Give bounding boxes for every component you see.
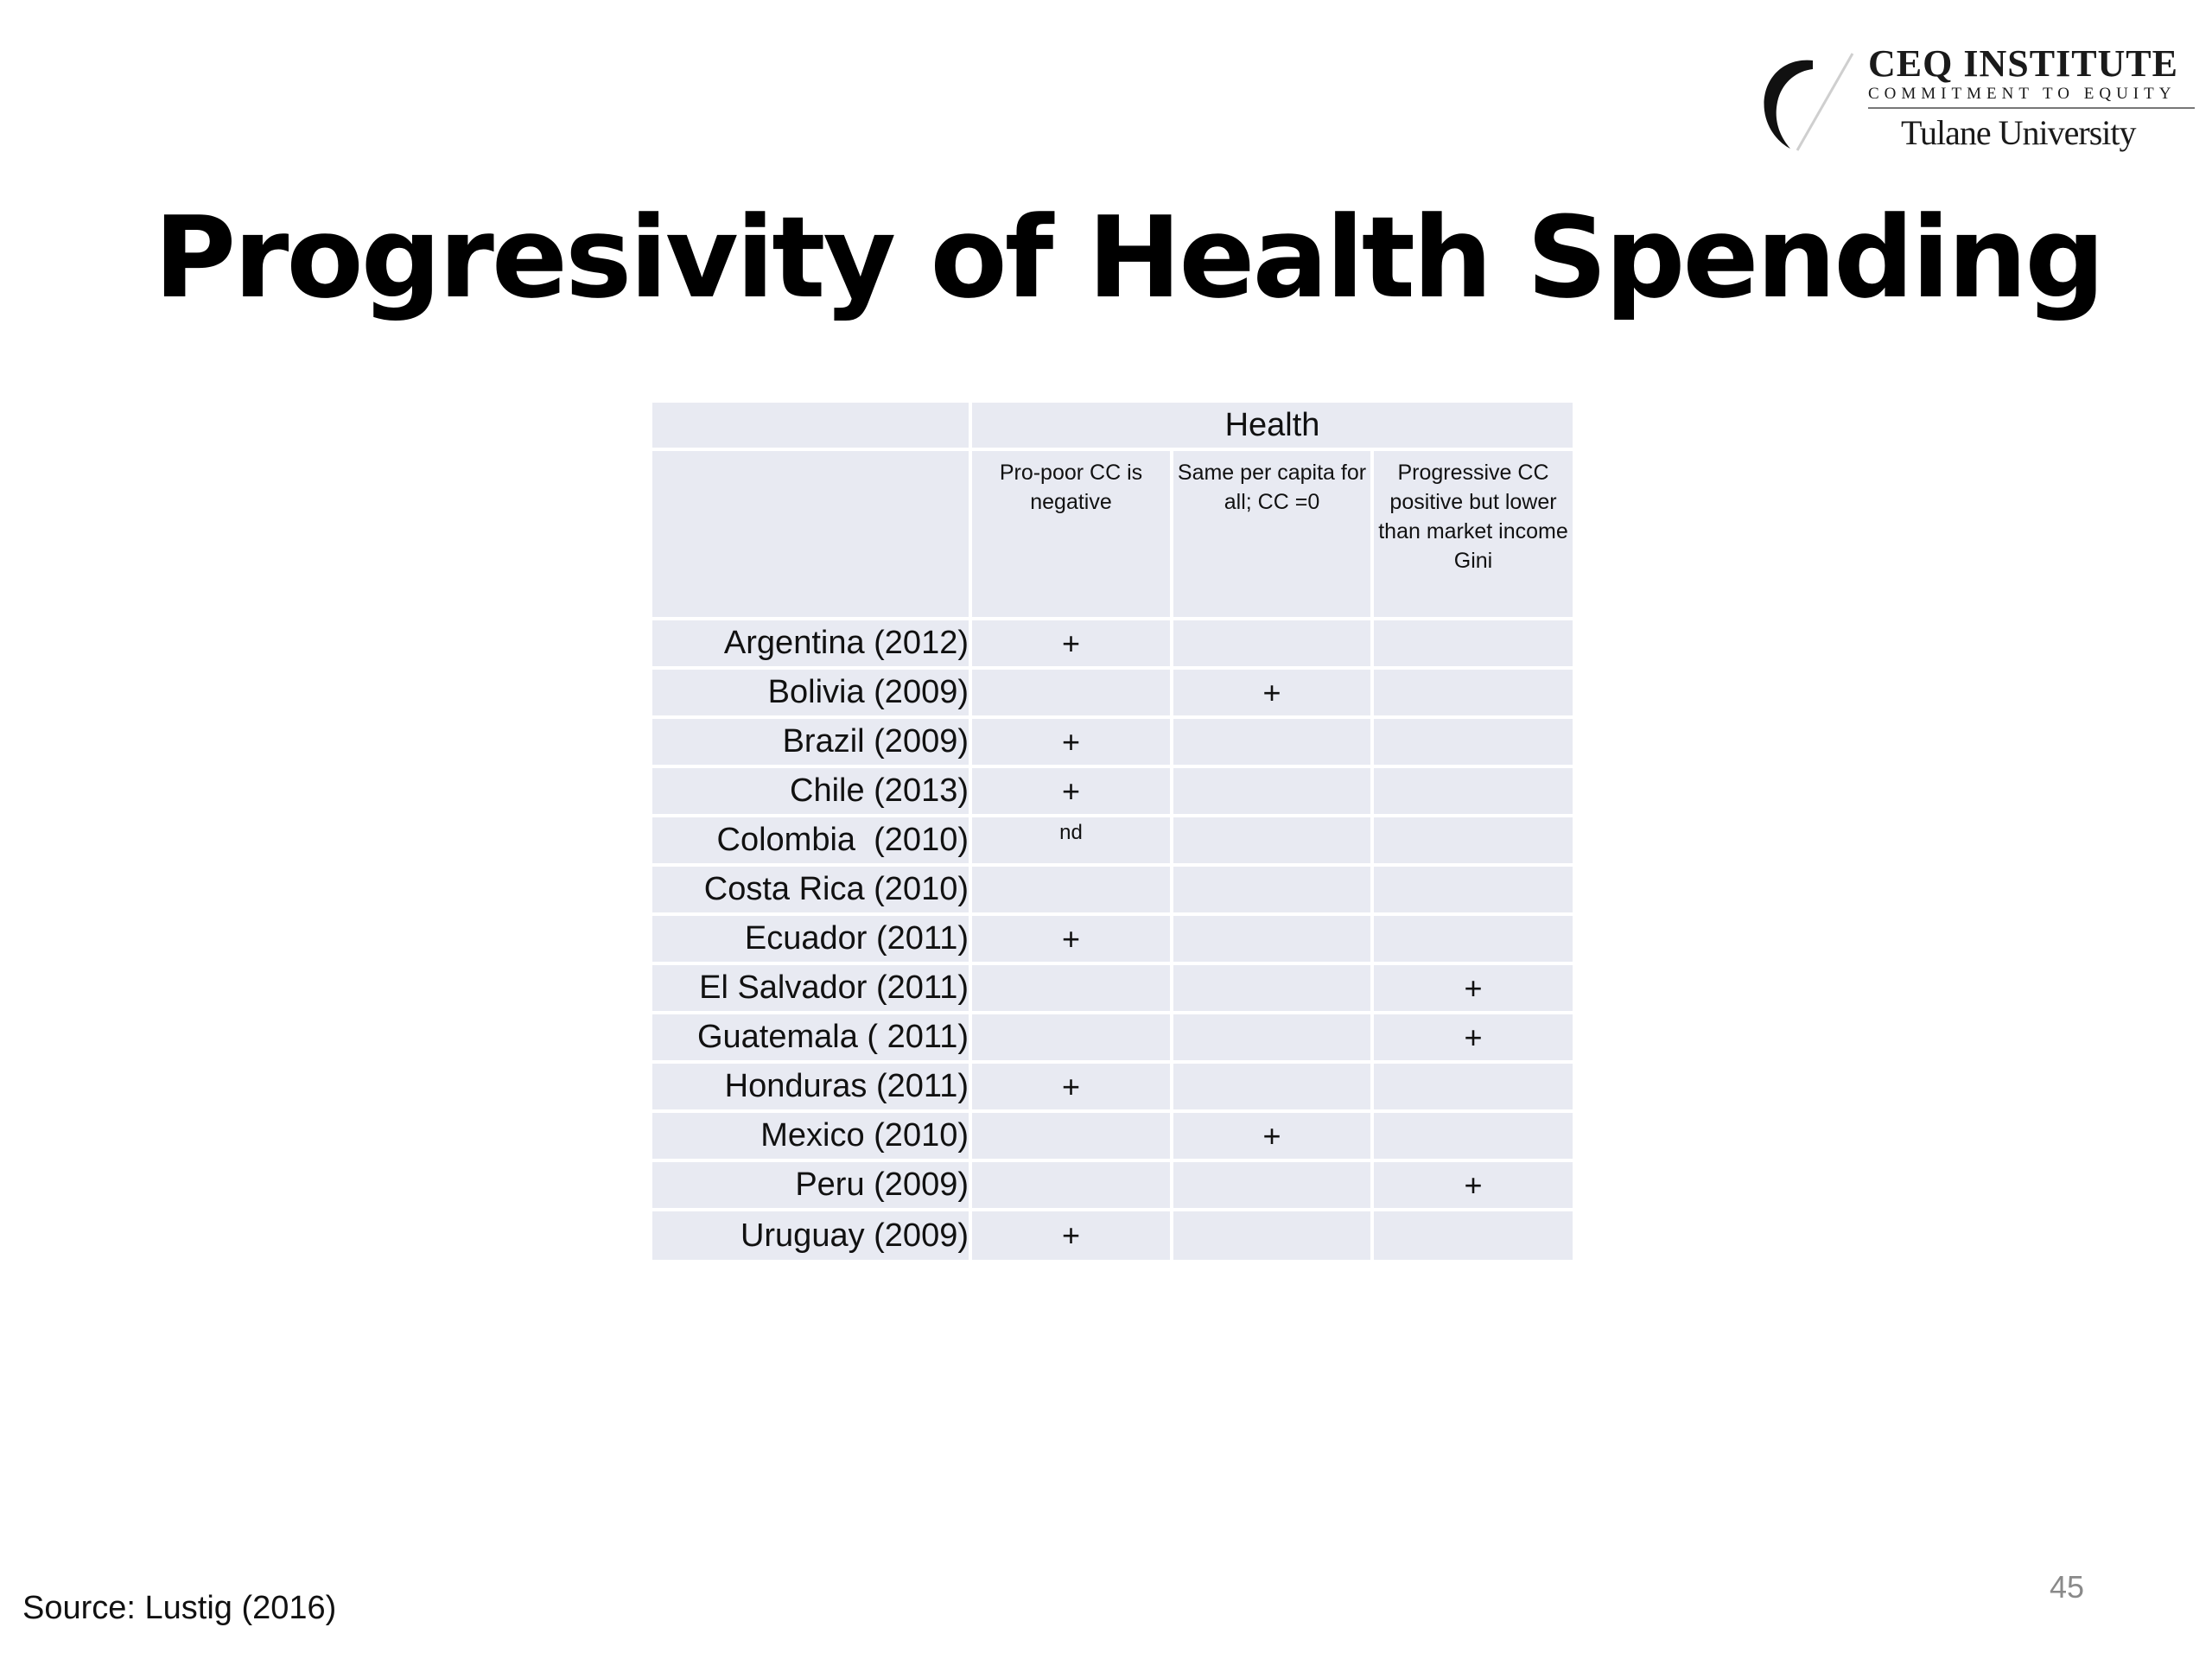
table-cell-c2 <box>1173 768 1374 817</box>
table-corner-cell <box>652 451 972 620</box>
country-label: Bolivia (2009) <box>652 670 972 719</box>
country-label: Brazil (2009) <box>652 719 972 768</box>
table-cell-c3 <box>1374 867 1573 916</box>
table-cell-c3 <box>1374 768 1573 817</box>
table-cell-c3: + <box>1374 965 1573 1014</box>
country-label: Guatemala ( 2011) <box>652 1014 972 1064</box>
table-row: Ecuador (2011) + <box>652 916 1573 965</box>
slide-title: Progresivity of Health Spending <box>154 192 2105 323</box>
health-group-header: Health <box>972 403 1573 451</box>
table-row: Argentina (2012) + <box>652 620 1573 670</box>
ceq-logo-mark-icon <box>1764 53 1854 151</box>
country-label: Costa Rica (2010) <box>652 867 972 916</box>
table-cell-c3 <box>1374 620 1573 670</box>
table-cell-c2: + <box>1173 670 1374 719</box>
health-table: Health Pro-poor CC is negative Same per … <box>652 403 1573 1263</box>
column-header-pro-poor: Pro-poor CC is negative <box>972 451 1173 620</box>
country-label: Colombia (2010) <box>652 817 972 867</box>
table-cell-c2 <box>1173 1014 1374 1064</box>
table-cell-c3 <box>1374 719 1573 768</box>
table-cell-c2 <box>1173 916 1374 965</box>
country-label: Peru (2009) <box>652 1162 972 1211</box>
table-body: Argentina (2012) + Bolivia (2009) + Brazil (… <box>652 620 1573 1263</box>
table-row: El Salvador (2011) + <box>652 965 1573 1014</box>
table-cell-c3: + <box>1374 1162 1573 1211</box>
table-row: Guatemala ( 2011) + <box>652 1014 1573 1064</box>
country-label: Mexico (2010) <box>652 1113 972 1162</box>
table-row: Colombia (2010) nd <box>652 817 1573 867</box>
table-cell-c2 <box>1173 867 1374 916</box>
page-number: 45 <box>2050 1569 2085 1605</box>
ceq-institute-logo: CEQ INSTITUTE COMMITMENT TO EQUITY Tulan… <box>1745 41 2195 162</box>
table-cell-c1: + <box>972 1064 1173 1113</box>
table-cell-c1: + <box>972 620 1173 670</box>
table-row: Brazil (2009) + <box>652 719 1573 768</box>
table-row: Bolivia (2009) + <box>652 670 1573 719</box>
table-cell-c1 <box>972 965 1173 1014</box>
source-note: Source: Lustig (2016) <box>22 1590 337 1626</box>
table-corner-cell <box>652 403 972 451</box>
table-cell-c2 <box>1173 1162 1374 1211</box>
country-label: Chile (2013) <box>652 768 972 817</box>
table-cell-c2 <box>1173 965 1374 1014</box>
table-cell-c1: nd <box>972 817 1173 867</box>
logo-divider <box>1868 107 2195 109</box>
table-cell-c3 <box>1374 1064 1573 1113</box>
table-cell-c3 <box>1374 916 1573 965</box>
table-cell-c1: + <box>972 1211 1173 1263</box>
country-label: Uruguay (2009) <box>652 1211 972 1263</box>
table-cell-c3 <box>1374 1113 1573 1162</box>
table-cell-c2 <box>1173 1064 1374 1113</box>
table-row: Costa Rica (2010) <box>652 867 1573 916</box>
table-cell-c3 <box>1374 670 1573 719</box>
table-cell-c3: + <box>1374 1014 1573 1064</box>
country-label: El Salvador (2011) <box>652 965 972 1014</box>
table-cell-c2 <box>1173 620 1374 670</box>
table-cell-c2 <box>1173 719 1374 768</box>
table-cell-c1 <box>972 1113 1173 1162</box>
table-cell-c1: + <box>972 768 1173 817</box>
table-cell-c2: + <box>1173 1113 1374 1162</box>
table-cell-c1: + <box>972 916 1173 965</box>
table-row: Mexico (2010) + <box>652 1113 1573 1162</box>
table-cell-c2 <box>1173 1211 1374 1263</box>
table-row: Uruguay (2009) + <box>652 1211 1573 1263</box>
table-row: Chile (2013) + <box>652 768 1573 817</box>
table-column-header-row: Pro-poor CC is negative Same per capita … <box>652 451 1573 620</box>
column-header-same-per-capita: Same per capita for all; CC =0 <box>1173 451 1374 620</box>
column-header-progressive: Progressive CC positive but lower than m… <box>1374 451 1573 620</box>
table-cell-c1 <box>972 867 1173 916</box>
logo-subtitle: COMMITMENT TO EQUITY <box>1868 85 2177 103</box>
country-label: Ecuador (2011) <box>652 916 972 965</box>
table-cell-c1: + <box>972 719 1173 768</box>
country-label: Honduras (2011) <box>652 1064 972 1113</box>
country-label: Argentina (2012) <box>652 620 972 670</box>
table-cell-c1 <box>972 1162 1173 1211</box>
table-group-header-row: Health <box>652 403 1573 451</box>
table-cell-c3 <box>1374 1211 1573 1263</box>
logo-university: Tulane University <box>1901 113 2137 152</box>
table-row: Honduras (2011) + <box>652 1064 1573 1113</box>
table-cell-c2 <box>1173 817 1374 867</box>
table-cell-c1 <box>972 1014 1173 1064</box>
table-cell-c3 <box>1374 817 1573 867</box>
logo-title: CEQ INSTITUTE <box>1868 42 2179 85</box>
table-row: Peru (2009) + <box>652 1162 1573 1211</box>
table-cell-c1 <box>972 670 1173 719</box>
